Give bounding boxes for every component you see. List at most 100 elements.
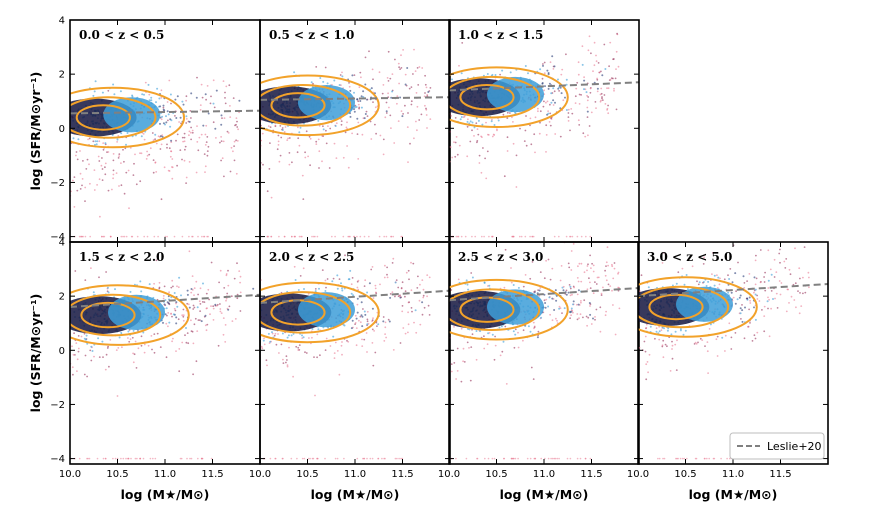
quiescent-point: [174, 309, 177, 312]
quiescent-point: [797, 290, 799, 292]
floor-point: [154, 457, 157, 460]
quiescent-point: [106, 151, 108, 154]
floor-point: [540, 457, 542, 460]
floor-point: [400, 457, 402, 460]
quiescent-point: [112, 159, 115, 162]
floor-point: [309, 457, 311, 460]
star-forming-point: [302, 336, 305, 339]
quiescent-point: [591, 262, 593, 265]
panel-frame: [259, 19, 451, 243]
quiescent-point: [644, 350, 647, 353]
quiescent-point: [111, 188, 113, 191]
quiescent-point: [586, 94, 588, 97]
quiescent-point: [491, 135, 494, 138]
star-forming-point: [753, 276, 756, 279]
quiescent-point: [194, 317, 197, 320]
floor-point: [191, 235, 193, 238]
quiescent-point: [662, 356, 665, 359]
star-forming-point: [471, 121, 474, 124]
x-tick-label: 11.0: [722, 469, 744, 480]
star-forming-point: [168, 321, 171, 324]
quiescent-point: [374, 284, 377, 287]
quiescent-point: [190, 138, 193, 141]
quiescent-point: [605, 310, 607, 313]
quiescent-point: [763, 315, 766, 317]
star-forming-point: [341, 75, 344, 78]
star-forming-point: [299, 126, 302, 129]
quiescent-point: [309, 164, 311, 167]
quiescent-point: [189, 110, 192, 112]
star-forming-point: [106, 286, 109, 289]
quiescent-point: [133, 162, 135, 165]
quiescent-point: [638, 346, 641, 349]
floor-point: [269, 457, 272, 460]
star-forming-point: [262, 339, 265, 342]
star-forming-point: [129, 290, 132, 293]
quiescent-point: [122, 148, 124, 151]
quiescent-point: [748, 308, 750, 311]
floor-point: [122, 235, 124, 238]
quiescent-point: [517, 331, 519, 334]
quiescent-point: [239, 310, 242, 312]
quiescent-point: [196, 76, 198, 79]
quiescent-point: [206, 85, 209, 87]
quiescent-point: [577, 280, 580, 283]
quiescent-point: [354, 322, 357, 324]
quiescent-point: [174, 115, 176, 117]
star-forming-point: [83, 337, 86, 340]
quiescent-point: [804, 291, 807, 294]
quiescent-point: [84, 200, 86, 203]
quiescent-point: [162, 106, 165, 109]
quiescent-point: [764, 289, 767, 292]
quiescent-point: [407, 331, 409, 334]
quiescent-point: [397, 62, 400, 65]
panel-plot-area: [449, 32, 639, 238]
quiescent-point: [374, 106, 377, 109]
star-forming-point: [514, 333, 517, 336]
quiescent-point: [280, 343, 283, 346]
quiescent-point: [522, 339, 524, 342]
floor-point: [134, 457, 137, 460]
star-forming-point: [127, 330, 130, 333]
star-forming-point: [509, 71, 512, 74]
star-forming-point: [360, 106, 363, 109]
quiescent-point: [643, 340, 646, 343]
quiescent-point: [205, 329, 208, 332]
star-forming-point: [143, 93, 145, 96]
contour-level-2: [260, 84, 352, 127]
star-forming-point: [414, 309, 417, 312]
quiescent-point: [224, 102, 227, 105]
quiescent-point: [93, 189, 96, 191]
panel-5: 2.0 < z < 2.5: [259, 241, 451, 465]
star-forming-point: [767, 279, 770, 282]
quiescent-point: [425, 114, 428, 116]
quiescent-point: [192, 373, 195, 376]
quiescent-point: [170, 102, 172, 105]
quiescent-point: [561, 68, 564, 71]
floor-point: [301, 457, 304, 460]
quiescent-point: [229, 116, 232, 118]
floor-point: [366, 457, 368, 460]
quiescent-point: [414, 70, 417, 72]
quiescent-point: [729, 268, 732, 270]
quiescent-point: [98, 160, 101, 162]
quiescent-point: [149, 147, 152, 150]
quiescent-point: [169, 155, 172, 158]
quiescent-point: [793, 299, 796, 301]
floor-point: [136, 457, 138, 460]
star-forming-point: [551, 55, 554, 58]
floor-point: [585, 235, 587, 238]
quiescent-point: [533, 133, 536, 136]
quiescent-point: [533, 327, 535, 330]
x-tick-label: 11.5: [391, 469, 413, 480]
quiescent-point: [185, 95, 188, 98]
quiescent-point: [416, 67, 419, 69]
quiescent-point: [550, 117, 552, 120]
contour-level-3: [648, 293, 704, 321]
quiescent-point: [570, 108, 573, 110]
quiescent-point: [675, 369, 678, 371]
quiescent-point: [172, 285, 174, 288]
star-forming-point: [459, 118, 462, 121]
quiescent-point: [154, 161, 157, 164]
star-forming-point: [770, 273, 773, 276]
